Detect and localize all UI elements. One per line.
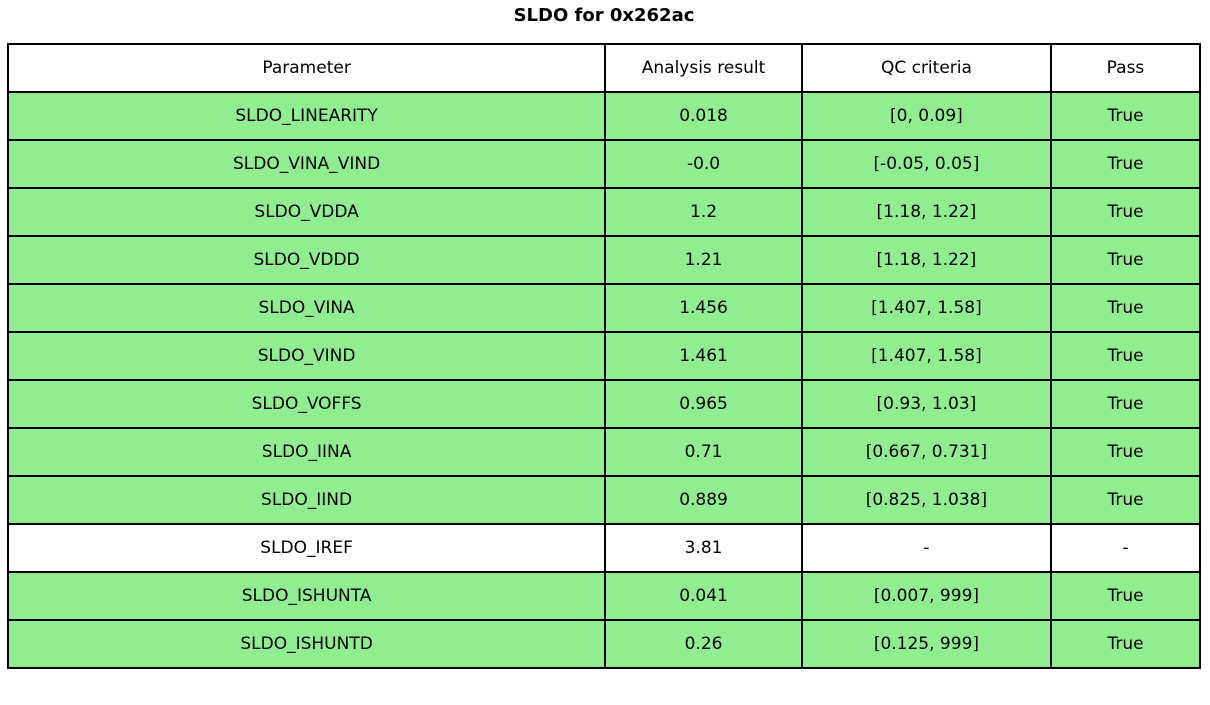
qc-criteria-cell: [0.667, 0.731]: [800, 427, 1052, 477]
analysis-result-cell: 0.71: [604, 427, 803, 477]
qc-criteria-cell: [1.18, 1.22]: [800, 235, 1052, 285]
column-header-qc-criteria: QC criteria: [800, 43, 1052, 93]
pass-cell: True: [1049, 619, 1202, 669]
parameter-cell: SLDO_VOFFS: [6, 379, 607, 429]
analysis-result-cell: 1.456: [604, 283, 803, 333]
analysis-result-cell: -0.0: [604, 139, 803, 189]
analysis-result-cell: 0.041: [604, 571, 803, 621]
table-row: SLDO_VIND 1.461 [1.407, 1.58] True: [6, 331, 1202, 381]
qc-criteria-cell: [0.007, 999]: [800, 571, 1052, 621]
table-row: SLDO_VDDD 1.21 [1.18, 1.22] True: [6, 235, 1202, 285]
table-row: SLDO_IIND 0.889 [0.825, 1.038] True: [6, 475, 1202, 525]
pass-cell: -: [1049, 523, 1202, 573]
parameter-cell: SLDO_LINEARITY: [6, 91, 607, 141]
analysis-result-cell: 1.461: [604, 331, 803, 381]
table-row: SLDO_VINA 1.456 [1.407, 1.58] True: [6, 283, 1202, 333]
pass-cell: True: [1049, 139, 1202, 189]
qc-results-table: Parameter Analysis result QC criteria Pa…: [6, 43, 1202, 669]
table-row: SLDO_VOFFS 0.965 [0.93, 1.03] True: [6, 379, 1202, 429]
parameter-cell: SLDO_VIND: [6, 331, 607, 381]
parameter-cell: SLDO_VDDD: [6, 235, 607, 285]
qc-criteria-cell: [-0.05, 0.05]: [800, 139, 1052, 189]
qc-criteria-cell: [1.407, 1.58]: [800, 331, 1052, 381]
qc-criteria-cell: -: [800, 523, 1052, 573]
qc-criteria-cell: [1.18, 1.22]: [800, 187, 1052, 237]
parameter-cell: SLDO_VINA: [6, 283, 607, 333]
table-row: SLDO_VDDA 1.2 [1.18, 1.22] True: [6, 187, 1202, 237]
analysis-result-cell: 0.889: [604, 475, 803, 525]
qc-criteria-cell: [0.93, 1.03]: [800, 379, 1052, 429]
table-body: SLDO_LINEARITY 0.018 [0, 0.09] True SLDO_VIN…: [6, 91, 1202, 669]
analysis-result-cell: 1.2: [604, 187, 803, 237]
parameter-cell: SLDO_ISHUNTA: [6, 571, 607, 621]
pass-cell: True: [1049, 187, 1202, 237]
analysis-result-cell: 0.018: [604, 91, 803, 141]
qc-criteria-cell: [1.407, 1.58]: [800, 283, 1052, 333]
qc-criteria-cell: [0, 0.09]: [800, 91, 1052, 141]
parameter-cell: SLDO_VINA_VIND: [6, 139, 607, 189]
parameter-cell: SLDO_ISHUNTD: [6, 619, 607, 669]
pass-cell: True: [1049, 283, 1202, 333]
parameter-cell: SLDO_IIND: [6, 475, 607, 525]
parameter-cell: SLDO_IREF: [6, 523, 607, 573]
table-row: SLDO_IREF 3.81- -: [6, 523, 1202, 573]
analysis-result-cell: 1.21: [604, 235, 803, 285]
analysis-result-cell: 0.26: [604, 619, 803, 669]
pass-cell: True: [1049, 235, 1202, 285]
pass-cell: True: [1049, 379, 1202, 429]
table-row: SLDO_LINEARITY 0.018 [0, 0.09] True: [6, 91, 1202, 141]
pass-cell: True: [1049, 331, 1202, 381]
analysis-result-cell: 3.81: [604, 523, 803, 573]
pass-cell: True: [1049, 91, 1202, 141]
pass-cell: True: [1049, 475, 1202, 525]
column-header-parameter: Parameter: [6, 43, 607, 93]
analysis-result-cell: 0.965: [604, 379, 803, 429]
column-header-analysis-result: Analysis result: [604, 43, 803, 93]
table-row: SLDO_IINA 0.71 [0.667, 0.731] True: [6, 427, 1202, 477]
qc-criteria-cell: [0.825, 1.038]: [800, 475, 1052, 525]
table-header: Parameter Analysis result QC criteria Pa…: [6, 43, 1202, 93]
table-row: SLDO_ISHUNTA 0.041 [0.007, 999] True: [6, 571, 1202, 621]
parameter-cell: SLDO_IINA: [6, 427, 607, 477]
figure-title: SLDO for 0x262ac: [513, 5, 695, 26]
qc-criteria-cell: [0.125, 999]: [800, 619, 1052, 669]
column-header-pass: Pass: [1049, 43, 1202, 93]
pass-cell: True: [1049, 571, 1202, 621]
pass-cell: True: [1049, 427, 1202, 477]
table-row: SLDO_VINA_VIND -0.0 [-0.05, 0.05] True: [6, 139, 1202, 189]
table-row: SLDO_ISHUNTD 0.26 [0.125, 999] True: [6, 619, 1202, 669]
header-row: Parameter Analysis result QC criteria Pa…: [6, 43, 1202, 93]
parameter-cell: SLDO_VDDA: [6, 187, 607, 237]
